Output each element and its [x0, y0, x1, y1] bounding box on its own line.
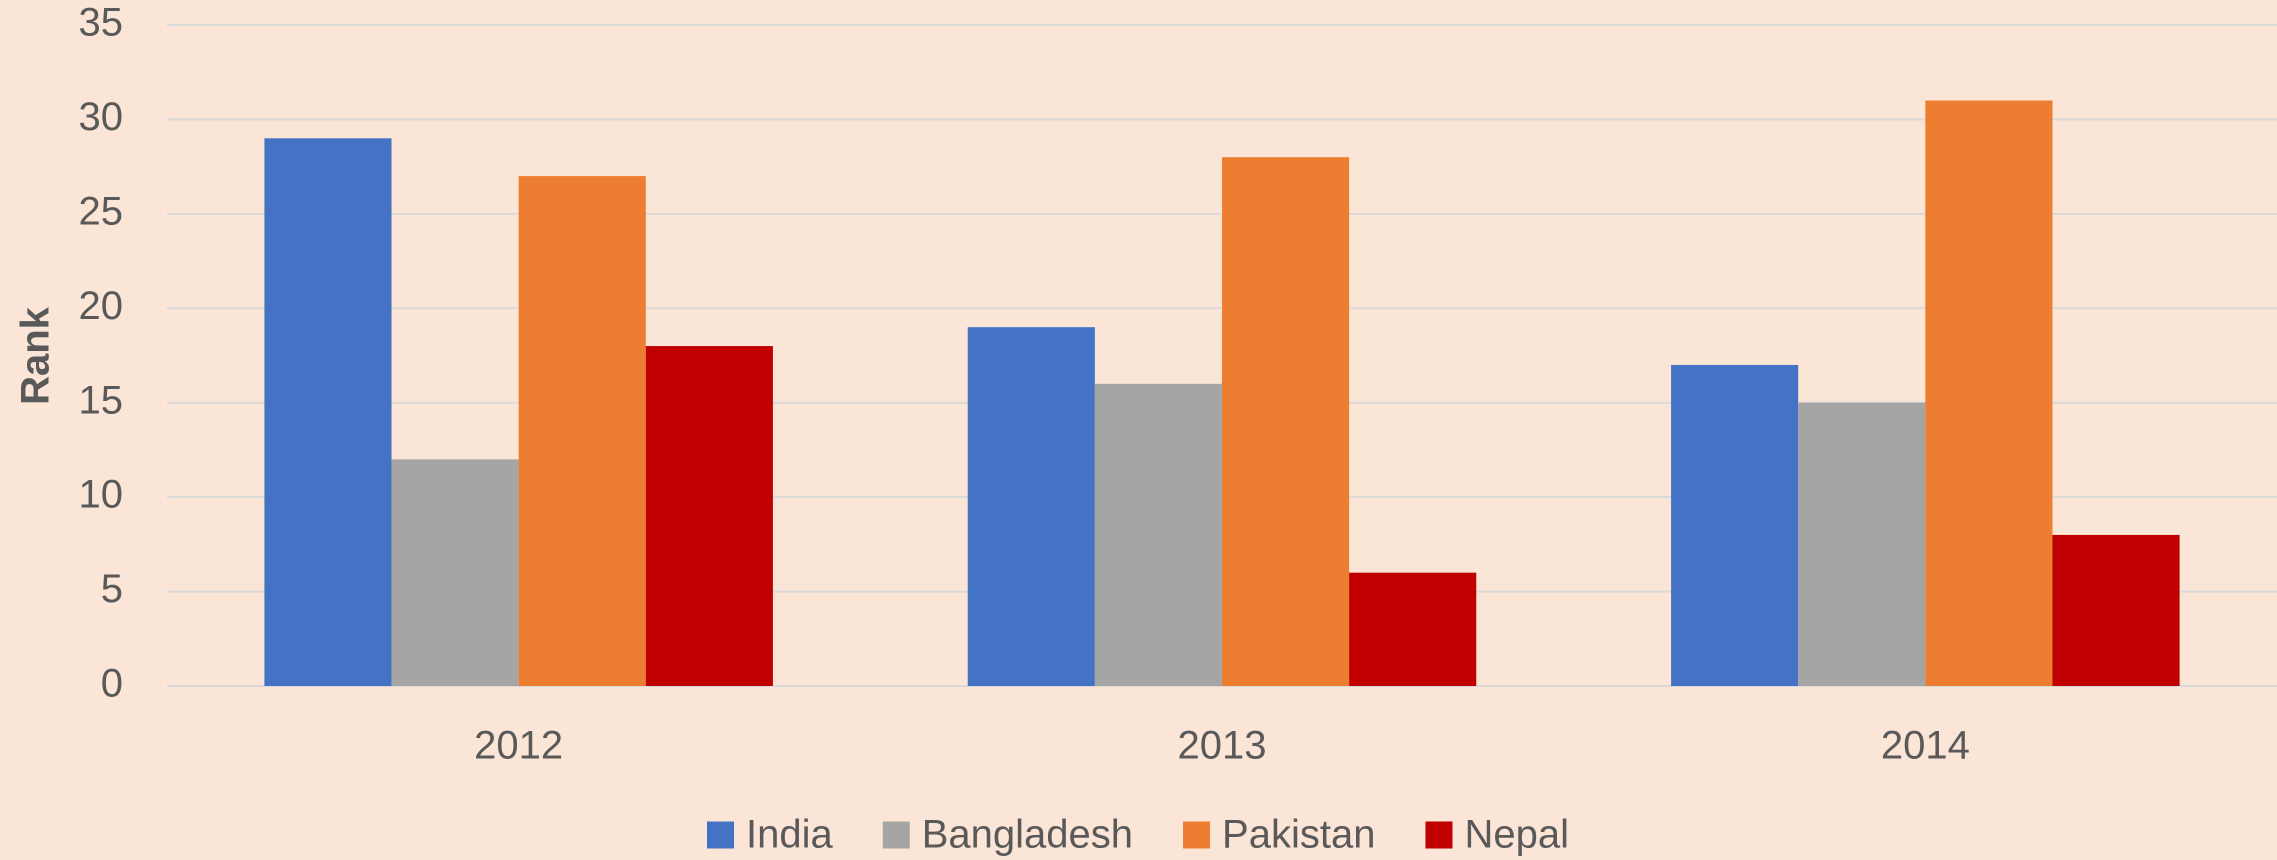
bar [264, 138, 392, 687]
legend-label: India [746, 813, 833, 857]
bar [967, 327, 1095, 686]
bar [1798, 402, 1926, 686]
y-tick-label: 35 [79, 1, 124, 45]
bar [2052, 534, 2180, 686]
y-tick-label: 30 [79, 95, 124, 139]
legend-label: Nepal [1464, 813, 1569, 857]
legend-swatch [882, 821, 910, 849]
bar [645, 346, 773, 686]
bar [1222, 157, 1350, 686]
bar [1094, 383, 1222, 686]
x-tick-label: 2013 [1178, 724, 1267, 768]
x-tick-label: 2014 [1881, 724, 1970, 768]
y-tick-label: 0 [101, 662, 123, 706]
legend-swatch [1425, 821, 1453, 849]
y-tick-label: 25 [79, 189, 124, 233]
legend-swatch [1183, 821, 1211, 849]
bar [1349, 572, 1477, 686]
y-tick-label: 10 [79, 473, 124, 517]
bar [1671, 364, 1799, 686]
bar [1925, 100, 2053, 687]
y-tick-label: 15 [79, 378, 124, 422]
legend-swatch [707, 821, 735, 849]
bar [391, 459, 519, 686]
y-tick-label: 5 [101, 567, 123, 611]
y-axis-label: Rank [14, 306, 58, 405]
legend-label: Bangladesh [922, 813, 1133, 857]
bar [518, 176, 646, 687]
x-tick-label: 2012 [474, 724, 563, 768]
y-tick-label: 20 [79, 284, 124, 328]
legend-label: Pakistan [1222, 813, 1375, 857]
